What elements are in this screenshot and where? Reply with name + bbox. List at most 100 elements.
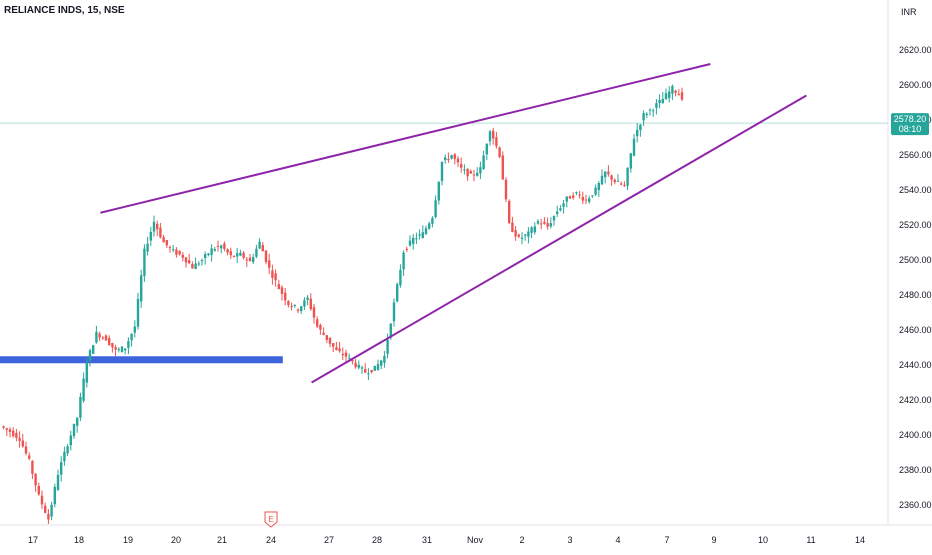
candle-body bbox=[92, 345, 95, 354]
candle-body bbox=[229, 251, 232, 256]
candle-body bbox=[207, 253, 210, 255]
earnings-marker: E bbox=[264, 511, 278, 528]
candle-body bbox=[200, 260, 204, 262]
candle-body bbox=[508, 200, 511, 224]
candle-body bbox=[56, 474, 60, 490]
candle-body bbox=[453, 154, 456, 159]
candle-body bbox=[447, 158, 450, 160]
candle-body bbox=[357, 364, 360, 368]
x-tick-label: 3 bbox=[567, 535, 572, 545]
candle-body bbox=[162, 237, 165, 243]
y-tick-label: 2620.00 bbox=[899, 45, 932, 55]
x-tick-label: 27 bbox=[324, 535, 334, 545]
candle-body bbox=[677, 93, 680, 96]
candle-body bbox=[396, 284, 399, 302]
y-tick-label: 2460.00 bbox=[899, 325, 932, 335]
candle-body bbox=[418, 234, 421, 236]
candle-body bbox=[156, 223, 159, 230]
candle-body bbox=[175, 249, 178, 255]
candle-body bbox=[101, 337, 104, 339]
candle-body bbox=[594, 187, 597, 195]
candle-body bbox=[399, 269, 402, 286]
candle-body bbox=[79, 396, 82, 418]
x-tick-label: 20 bbox=[171, 535, 181, 545]
candle-body bbox=[31, 461, 34, 474]
candle-body bbox=[344, 352, 348, 357]
candle-body bbox=[584, 199, 588, 201]
candle-body bbox=[348, 357, 351, 359]
candle-body bbox=[504, 179, 508, 200]
candle-body bbox=[376, 364, 380, 370]
candle-body bbox=[600, 175, 604, 185]
candle-body bbox=[44, 505, 47, 513]
candle-body bbox=[354, 362, 357, 368]
candle-body bbox=[524, 234, 527, 236]
candle-body bbox=[34, 473, 37, 486]
candle-body bbox=[328, 337, 332, 344]
candle-body bbox=[130, 333, 133, 341]
candle-body bbox=[312, 307, 316, 318]
candle-body bbox=[562, 203, 565, 207]
candle-body bbox=[540, 223, 543, 225]
candle-body bbox=[460, 163, 463, 168]
candle-body bbox=[63, 451, 66, 462]
candle-body bbox=[184, 257, 188, 263]
candle-body bbox=[476, 172, 479, 176]
candle-body bbox=[120, 346, 124, 353]
y-tick-label: 2500.00 bbox=[899, 255, 932, 265]
candle-body bbox=[18, 437, 21, 441]
candle-body bbox=[108, 338, 111, 346]
candle-body bbox=[72, 423, 76, 437]
candle-body bbox=[60, 462, 63, 475]
candle-body bbox=[543, 221, 546, 224]
currency-label: INR bbox=[901, 7, 917, 17]
candle-body bbox=[632, 138, 636, 156]
candle-body bbox=[610, 175, 613, 180]
price-tag bbox=[891, 113, 929, 136]
candle-body bbox=[111, 342, 114, 348]
candle-body bbox=[392, 302, 396, 322]
support-zone bbox=[0, 356, 283, 364]
earnings-marker-label: E bbox=[268, 515, 273, 524]
candle-body bbox=[607, 171, 610, 175]
candle-body bbox=[648, 109, 652, 111]
candle-body bbox=[53, 486, 56, 505]
x-tick-label: 7 bbox=[664, 535, 669, 545]
candle-body bbox=[204, 254, 207, 258]
candle-body bbox=[2, 426, 5, 428]
y-tick-label: 2380.00 bbox=[899, 465, 932, 475]
candle-body bbox=[620, 183, 623, 185]
candle-body bbox=[165, 240, 168, 246]
candle-body bbox=[178, 250, 181, 255]
candle-body bbox=[421, 232, 424, 238]
candle-body bbox=[325, 335, 328, 340]
candle-body bbox=[527, 231, 530, 237]
candle-body bbox=[588, 198, 591, 202]
candle-body bbox=[261, 245, 264, 252]
candle-body bbox=[578, 194, 581, 196]
candle-body bbox=[485, 143, 488, 155]
candle-body bbox=[556, 211, 559, 215]
candle-body bbox=[242, 252, 245, 258]
candle-body bbox=[463, 169, 466, 171]
candle-body bbox=[213, 249, 216, 251]
candle-body bbox=[604, 171, 607, 178]
candle-body bbox=[309, 298, 312, 310]
candle-body bbox=[402, 252, 405, 270]
y-tick-label: 2420.00 bbox=[899, 395, 932, 405]
candle-body bbox=[575, 192, 578, 194]
candle-body bbox=[236, 253, 239, 257]
candle-body bbox=[520, 237, 524, 239]
candle-body bbox=[440, 161, 444, 181]
candle-body bbox=[245, 259, 248, 261]
x-tick-label: 2 bbox=[519, 535, 524, 545]
candle-body bbox=[159, 227, 162, 238]
candle-body bbox=[405, 248, 408, 250]
y-tick-label: 2480.00 bbox=[899, 290, 932, 300]
candle-body bbox=[517, 234, 520, 237]
candle-body bbox=[424, 228, 428, 234]
candle-body bbox=[482, 155, 485, 170]
candle-body bbox=[194, 263, 197, 269]
